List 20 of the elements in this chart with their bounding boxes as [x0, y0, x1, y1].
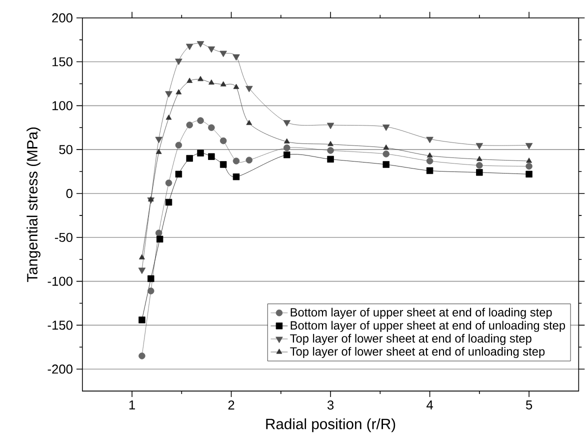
y-tick-label: -200	[48, 364, 72, 374]
x-tick-label: 4	[426, 400, 433, 410]
y-axis-title: Tangential stress (MPa)	[26, 128, 40, 282]
y-tick-label: -100	[48, 276, 72, 286]
legend-label: Bottom layer of upper sheet at end of loading step	[290, 308, 552, 320]
x-tick-label: 1	[129, 400, 135, 410]
x-tick-label: 3	[327, 400, 334, 410]
y-tick-label: 0	[66, 189, 72, 198]
legend-label: Bottom layer of upper sheet at end of unloading step	[290, 321, 566, 332]
x-axis-title: Radial position (r/R)	[266, 418, 396, 432]
x-tick-label: 5	[526, 400, 532, 410]
y-tick-label: 50	[59, 145, 72, 154]
legend-label: Top layer of lower sheet at end of loading step	[290, 334, 532, 346]
y-tick-label: 200	[52, 13, 72, 23]
y-tick-label: 150	[52, 57, 72, 66]
legend-label: Top layer of lower sheet at end of unloading step	[290, 347, 545, 358]
x-tick-label: 2	[228, 400, 234, 410]
y-tick-label: -50	[54, 233, 72, 242]
y-tick-label: 100	[52, 101, 72, 110]
y-tick-label: -150	[48, 320, 72, 330]
